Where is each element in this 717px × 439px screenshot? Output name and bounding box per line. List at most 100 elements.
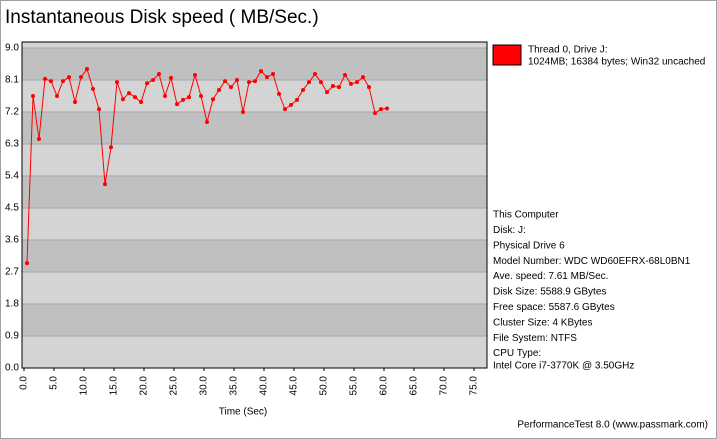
- data-point: [73, 100, 77, 105]
- bands: [22, 42, 487, 368]
- data-point: [163, 94, 167, 98]
- y-tick-label: 8.1: [5, 75, 19, 86]
- band: [22, 304, 487, 336]
- data-point: [241, 110, 245, 114]
- band: [22, 112, 487, 144]
- data-point: [319, 80, 323, 85]
- data-point: [229, 85, 233, 90]
- x-tick-label: 40.0: [259, 376, 270, 396]
- data-point: [223, 79, 227, 84]
- data-point: [181, 97, 185, 102]
- data-point: [343, 73, 347, 78]
- plot-border: [21, 41, 488, 369]
- data-point: [61, 79, 65, 84]
- band: [22, 176, 487, 208]
- data-point: [133, 95, 137, 100]
- data-point: [271, 71, 275, 76]
- data-point: [121, 97, 125, 102]
- data-point: [145, 81, 149, 86]
- data-point: [295, 97, 299, 102]
- data-point: [331, 84, 335, 89]
- data-point: [139, 100, 143, 105]
- data-point: [49, 79, 53, 84]
- x-tick-label: 30.0: [199, 376, 210, 396]
- x-axis-label: Time (Sec): [219, 407, 268, 418]
- legend-swatch: [492, 44, 522, 66]
- x-tick-label: 45.0: [289, 376, 300, 396]
- data-point: [325, 90, 329, 95]
- data-point: [349, 81, 353, 86]
- x-tick-label: 15.0: [109, 376, 120, 396]
- y-tick-label: 1.8: [5, 299, 19, 310]
- data-point: [157, 71, 161, 76]
- x-tick-label: 55.0: [349, 376, 360, 396]
- info-line: Free space: 5587.6 GBytes: [493, 302, 615, 313]
- data-point: [259, 69, 263, 74]
- x-tick-label: 5.0: [49, 376, 60, 390]
- data-point: [103, 182, 107, 187]
- y-tick-label: 7.2: [5, 107, 19, 118]
- data-point: [25, 261, 29, 266]
- data-point: [337, 85, 341, 90]
- x-tick-label: 25.0: [169, 376, 180, 396]
- data-point: [289, 102, 293, 107]
- data-point: [367, 85, 371, 90]
- y-tick-label: 5.4: [5, 171, 19, 182]
- data-point: [361, 75, 365, 80]
- info-line: This Computer: [493, 210, 559, 221]
- data-point: [385, 106, 389, 111]
- data-point: [247, 80, 251, 85]
- y-tick-label: 0.9: [5, 331, 19, 342]
- x-tick-label: 50.0: [319, 376, 330, 396]
- y-tick-label: 4.5: [5, 203, 19, 214]
- data-point: [115, 80, 119, 85]
- legend-detail: 1024MB; 16384 bytes; Win32 uncached: [528, 57, 705, 68]
- x-tick-label: 10.0: [79, 376, 90, 396]
- info-line: Physical Drive 6: [493, 240, 565, 251]
- data-point: [55, 94, 59, 98]
- x-tick-label: 70.0: [439, 376, 450, 396]
- data-point: [205, 119, 209, 124]
- data-point: [355, 80, 359, 85]
- data-point: [151, 78, 155, 82]
- data-point: [199, 94, 203, 98]
- x-tick-label: 35.0: [229, 376, 240, 396]
- band: [22, 240, 487, 272]
- data-point: [37, 137, 41, 142]
- info-line: File System: NTFS: [493, 333, 577, 344]
- data-point: [193, 73, 197, 78]
- data-point: [235, 78, 239, 82]
- x-tick-label: 0.0: [19, 376, 30, 390]
- footer: PerformanceTest 8.0 (www.passmark.com): [517, 420, 708, 431]
- y-tick-label: 3.6: [5, 235, 19, 246]
- data-point: [379, 107, 383, 112]
- data-point: [217, 87, 221, 92]
- data-point: [31, 94, 35, 98]
- x-tick-label: 75.0: [469, 376, 480, 396]
- data-point: [211, 97, 215, 102]
- chart-title: Instantaneous Disk speed ( MB/Sec.): [5, 7, 319, 28]
- data-point: [169, 75, 173, 80]
- data-point: [187, 95, 191, 100]
- x-tick-label: 65.0: [409, 376, 420, 396]
- y-tick-label: 2.7: [5, 267, 19, 278]
- data-point: [109, 145, 113, 150]
- info-line: Model Number: WDC WD60EFRX-68L0BN1: [493, 256, 691, 267]
- data-point: [253, 79, 257, 84]
- band: [22, 48, 487, 80]
- data-point: [67, 75, 71, 80]
- data-point: [307, 80, 311, 85]
- info-line: Disk: J:: [493, 225, 526, 236]
- data-point: [301, 87, 305, 92]
- y-tick-label: 6.3: [5, 139, 19, 150]
- data-point: [373, 111, 377, 116]
- y-tick-label: 9.0: [5, 43, 19, 54]
- x-tick-label: 60.0: [379, 376, 390, 396]
- data-point: [265, 75, 269, 80]
- info-line: Disk Size: 5588.9 GBytes: [493, 287, 606, 298]
- data-point: [313, 71, 317, 76]
- y-tick-label: 0.0: [5, 363, 19, 374]
- data-point: [79, 75, 83, 80]
- info-line: Ave. speed: 7.61 MB/Sec.: [493, 271, 608, 282]
